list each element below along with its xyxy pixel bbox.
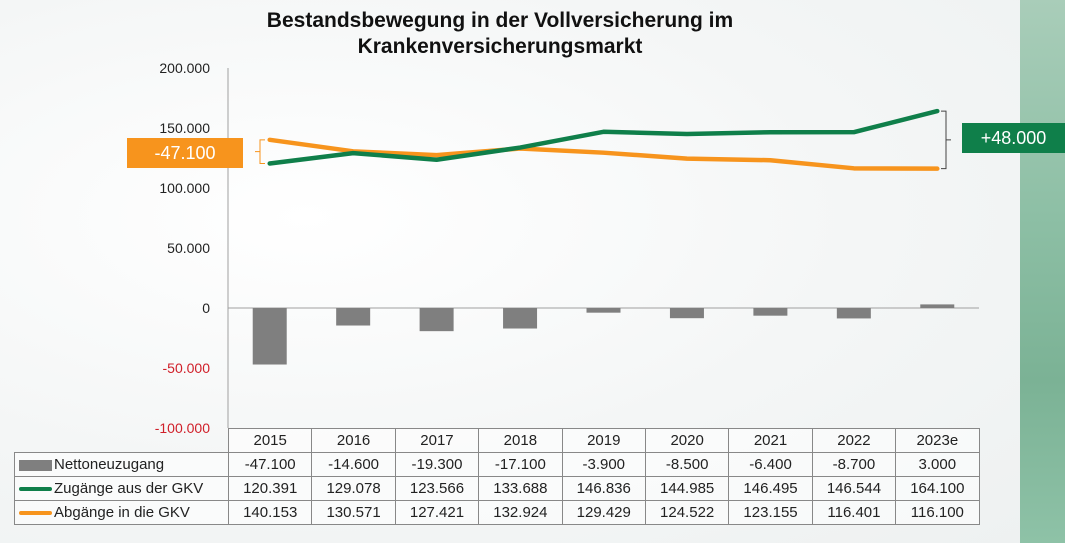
table-cell: -19.300 [394,452,480,477]
annotation-brackets [255,110,951,170]
y-axis: 200.000 150.000 100.000 50.000 0 -50.000 -100.… [155,60,979,436]
table-cell: 123.566 [394,476,480,501]
table-cell: 123.155 [728,500,813,525]
table-cell: -8.500 [644,452,730,477]
table-cell: 146.836 [561,476,646,501]
legend-swatch-bar-icon [19,459,52,471]
category-label: 2023e [895,428,980,453]
category-label: 2022 [811,428,897,453]
table-cell: -8.700 [811,452,897,477]
annotation-gap-2015: -47.100 [127,138,243,168]
table-cell: 144.985 [644,476,730,501]
decorative-green-strip [1020,0,1065,543]
y-tick-label: 150.000 [159,120,210,136]
category-label: 2017 [394,428,480,453]
chart-title-line-1: Bestandsbewegung in der Vollversicherung… [266,9,734,32]
y-tick-label: -50.000 [163,360,211,376]
bar-2022 [836,308,871,319]
bar-2019 [586,308,621,313]
line-zugaenge [267,108,940,166]
data-table-row-nettoneuzugang: Nettoneuzugang -47.100 -14.600 -19.300 -… [14,452,980,477]
bracket-2015 [255,139,265,165]
y-tick-label: 100.000 [159,180,210,196]
bar-2017 [419,308,454,332]
legend-entry-zugaenge: Zugänge aus der GKV [14,476,229,501]
table-cell: 133.688 [478,476,563,501]
table-cell: 3.000 [895,452,980,477]
bar-2021 [753,308,788,316]
data-table-row-zugaenge: Zugänge aus der GKV 120.391 129.078 123.… [14,476,980,501]
bracket-2023e [941,110,951,170]
table-cell: 130.571 [311,500,396,525]
legend-entry-nettoneuzugang: Nettoneuzugang [14,452,229,477]
chart-title-line-2: Krankenversicherungsmarkt [357,35,643,58]
data-table-corner [15,429,229,453]
table-cell: -17.100 [478,452,563,477]
table-cell: -3.900 [561,452,646,477]
category-label: 2021 [728,428,813,453]
category-label: 2020 [644,428,730,453]
table-cell: 129.429 [561,500,646,525]
legend-entry-abgaenge: Abgänge in die GKV [14,500,229,525]
table-cell: 116.100 [895,500,980,525]
table-cell: 124.522 [644,500,730,525]
y-tick-label: -100.000 [155,420,210,436]
table-cell: 140.153 [227,500,313,525]
y-tick-label: 200.000 [159,60,210,76]
table-cell: -14.600 [311,452,396,477]
bar-2016 [336,308,371,326]
y-tick-label: 0 [202,300,210,316]
bar-2023e [920,304,955,308]
table-cell: 129.078 [311,476,396,501]
table-cell: 120.391 [227,476,313,501]
table-cell: 164.100 [895,476,980,501]
bar-2018 [503,308,538,329]
line-series [267,108,940,171]
legend-label: Nettoneuzugang [54,456,165,473]
data-table-header-row: 2015 2016 2017 2018 2019 2020 2021 2022 … [15,428,980,453]
table-cell: 146.544 [811,476,897,501]
legend-swatch-green-line-icon [19,487,52,492]
bar-2020 [669,308,704,319]
y-tick-label: 50.000 [167,240,210,256]
table-cell: -6.400 [728,452,813,477]
data-table: 2015 2016 2017 2018 2019 2020 2021 2022 … [14,428,980,525]
legend-swatch-orange-line-icon [19,511,52,516]
chart-title: Bestandsbewegung in der Vollversicherung… [180,8,820,60]
table-cell: -47.100 [227,452,313,477]
category-label: 2018 [478,428,563,453]
category-label: 2019 [561,428,646,453]
table-cell: 132.924 [478,500,563,525]
data-table-row-abgaenge: Abgänge in die GKV 140.153 130.571 127.4… [14,500,980,525]
table-cell: 116.401 [811,500,897,525]
annotation-gap-2023e: +48.000 [962,123,1065,153]
legend-label: Zugänge aus der GKV [54,480,204,497]
table-cell: 127.421 [394,500,480,525]
legend-label: Abgänge in die GKV [54,504,190,521]
bar-series-nettoneuzugang [252,304,955,365]
table-cell: 146.495 [728,476,813,501]
bar-2015 [252,308,287,365]
category-label: 2016 [311,428,396,453]
category-label: 2015 [227,428,313,453]
